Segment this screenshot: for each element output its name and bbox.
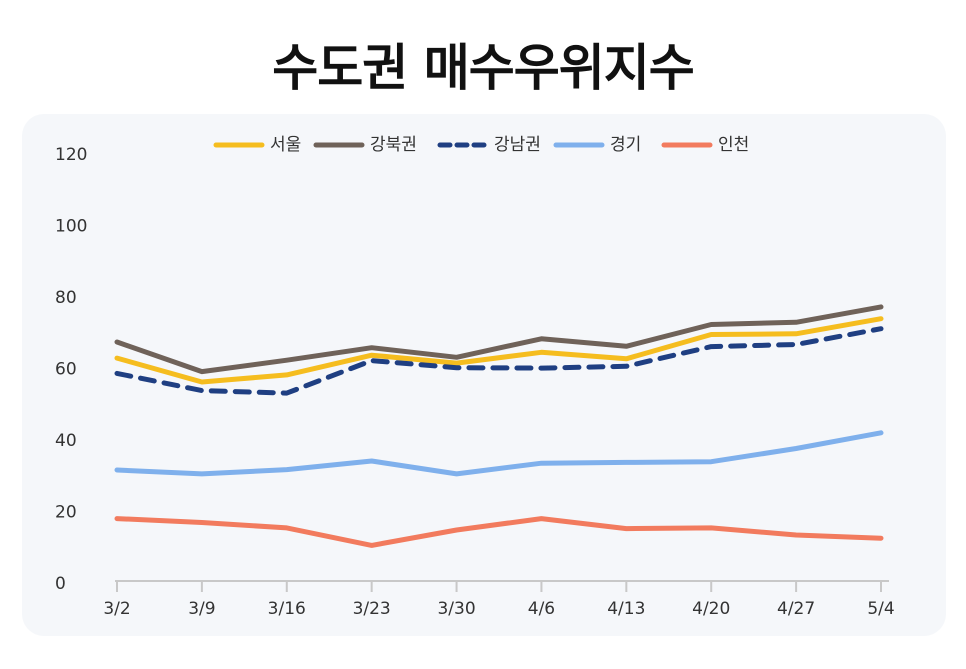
x-tick-label: 3/16 xyxy=(268,599,306,619)
x-tick-label: 4/27 xyxy=(777,599,815,619)
legend-label: 서울 xyxy=(270,135,301,155)
y-tick-label: 20 xyxy=(55,503,77,523)
legend-label: 강북권 xyxy=(370,135,417,155)
x-tick-label: 3/2 xyxy=(103,599,130,619)
page-title: 수도권 매수우위지수 xyxy=(272,39,694,97)
y-tick-label: 0 xyxy=(55,574,66,594)
y-tick-label: 80 xyxy=(55,288,77,308)
y-tick-label: 40 xyxy=(55,431,77,451)
y-tick-label: 100 xyxy=(55,217,87,237)
x-tick-label: 5/4 xyxy=(867,599,894,619)
x-tick-label: 3/23 xyxy=(353,599,391,619)
series-line-1 xyxy=(114,304,884,375)
x-tick-label: 4/6 xyxy=(528,599,555,619)
y-tick-label: 120 xyxy=(55,145,87,165)
legend-label: 경기 xyxy=(610,135,641,155)
x-tick-label: 4/13 xyxy=(607,599,645,619)
series-line-3 xyxy=(114,430,884,477)
chart-series xyxy=(114,304,884,548)
legend-label: 강남권 xyxy=(494,135,541,155)
x-tick-label: 3/30 xyxy=(437,599,475,619)
x-tick-label: 4/20 xyxy=(692,599,730,619)
series-line-2 xyxy=(114,326,884,396)
chart-axes: 0 20 40 60 80 100 120 3/2 3/9 3/16 3/23 3/30 4/6 4/13… xyxy=(55,145,895,619)
series-line-0 xyxy=(114,316,884,385)
legend-label: 인천 xyxy=(718,135,749,155)
y-tick-label: 60 xyxy=(55,360,77,380)
chart-legend: 서울 강북권 강남권 경기 인천 xyxy=(213,135,749,155)
series-line-4 xyxy=(114,516,884,548)
x-tick-label: 3/9 xyxy=(188,599,215,619)
